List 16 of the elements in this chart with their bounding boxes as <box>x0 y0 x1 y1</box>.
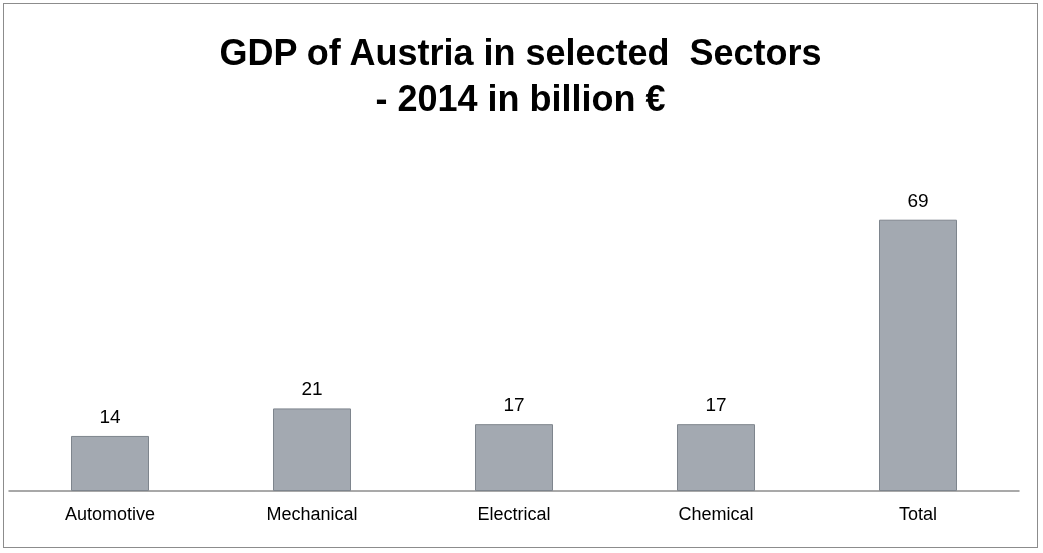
data-label: 69 <box>907 189 929 211</box>
x-tick-label: Electrical <box>477 504 551 524</box>
x-tick-label: Chemical <box>678 504 754 524</box>
bar <box>71 435 149 491</box>
data-label: 17 <box>705 394 727 416</box>
data-label: 14 <box>99 405 121 427</box>
x-tick-label: Total <box>898 504 938 524</box>
bar <box>475 424 553 491</box>
data-label: 17 <box>503 394 525 416</box>
bar <box>879 219 957 491</box>
chart-title: GDP of Austria in selected Sectors - 2014 in billion € <box>219 31 822 119</box>
bar <box>677 424 755 491</box>
x-tick-label: Mechanical <box>266 504 358 524</box>
x-tick-label: Automotive <box>64 504 156 524</box>
data-label: 21 <box>301 378 323 400</box>
bar <box>273 408 351 491</box>
